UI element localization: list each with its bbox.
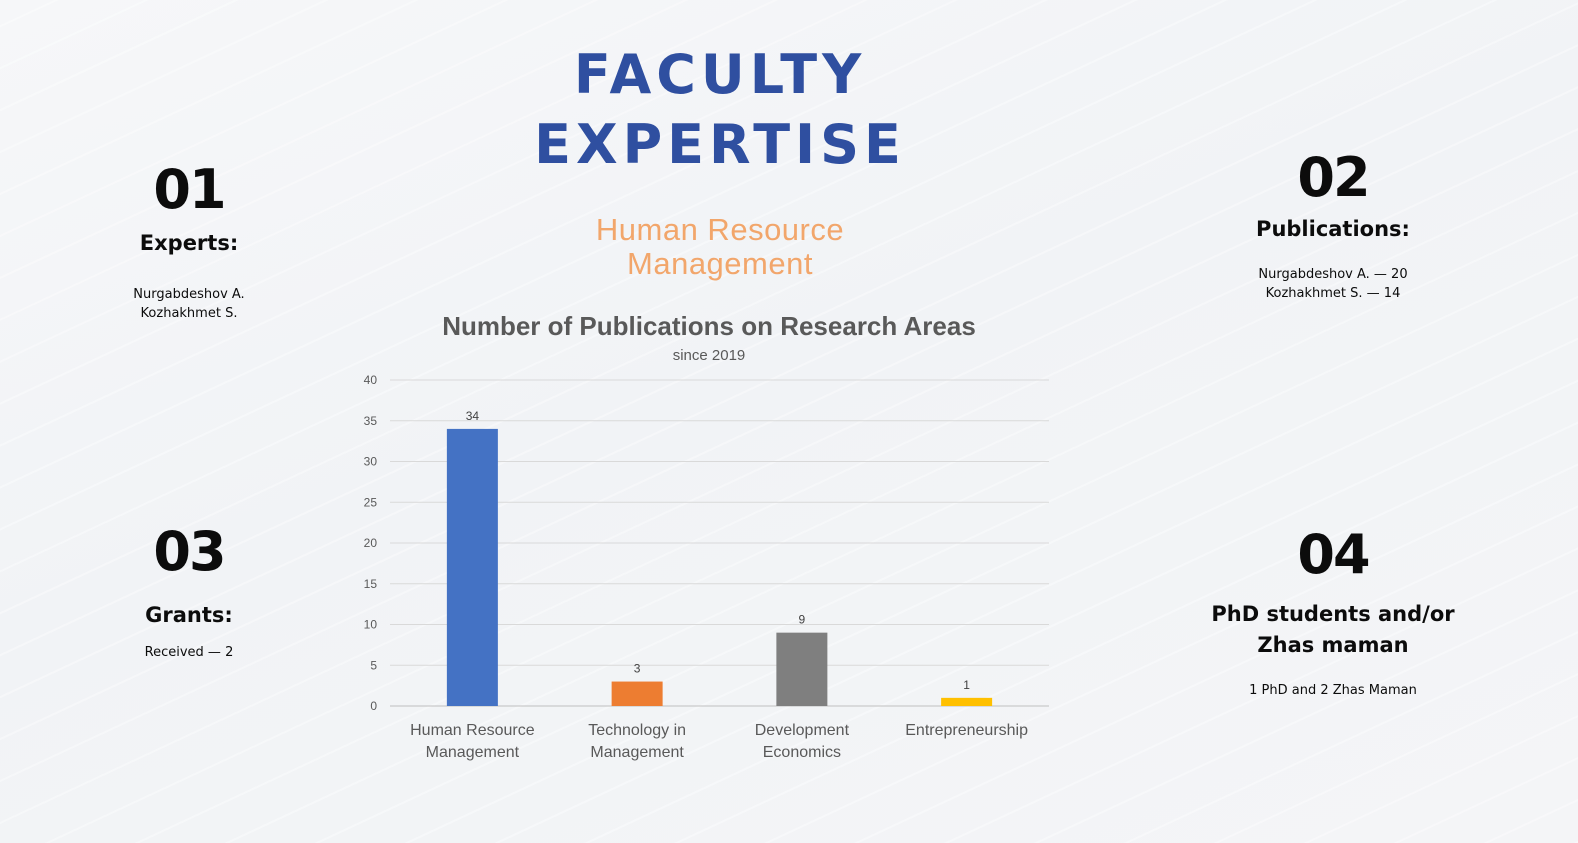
- stat-detail: Nurgabdeshov A. — 20 Kozhakhmet S. — 14: [1193, 265, 1473, 303]
- subtitle-line-1: Human Resource: [595, 212, 845, 247]
- stat-detail-line: Kozhakhmet S. — 14: [1265, 286, 1401, 301]
- y-tick-label: 35: [364, 414, 378, 428]
- stat-detail: Nurgabdeshov A. Kozhakhmet S.: [89, 285, 289, 323]
- bar: [611, 681, 663, 706]
- x-tick-label: Technology in: [588, 722, 686, 739]
- bar: [446, 428, 498, 706]
- stat-detail-line: Nurgabdeshov A. — 20: [1258, 267, 1408, 282]
- bar-value-label: 1: [963, 678, 970, 692]
- stat-detail-line: Received — 2: [144, 645, 234, 660]
- stat-label: Grants:: [145, 603, 233, 627]
- stat-number: 01: [153, 158, 226, 221]
- page-title: FACULTY EXPERTISE: [420, 40, 1020, 180]
- stat-label: Publications:: [1256, 217, 1410, 241]
- chart-subtitle: since 2019: [673, 347, 746, 364]
- stat-number: 04: [1297, 523, 1370, 586]
- subtitle-line-2: Management: [627, 246, 813, 281]
- bar: [941, 697, 993, 706]
- stat-phd-students: 04 PhD students and/or Zhas maman 1 PhD …: [1173, 525, 1493, 700]
- y-tick-label: 15: [364, 577, 378, 591]
- y-tick-label: 5: [370, 658, 377, 672]
- x-tick-label: Human Resource: [410, 722, 535, 739]
- bar: [776, 632, 828, 706]
- stat-label-line: Zhas maman: [1257, 633, 1409, 657]
- stat-detail-line: Kozhakhmet S.: [140, 306, 238, 321]
- y-tick-label: 20: [364, 536, 378, 550]
- chart-x-axis: Human Resource Management Technology in Man…: [410, 722, 1028, 761]
- x-tick-label: Economics: [763, 744, 841, 761]
- stat-grants: 03 Grants: Received — 2: [89, 522, 289, 662]
- y-tick-label: 10: [364, 618, 378, 632]
- stat-label: Experts:: [139, 231, 239, 255]
- x-tick-label: Management: [426, 744, 520, 761]
- chart-data-labels: 34 3 9 1: [466, 409, 971, 692]
- title-line-1: FACULTY: [573, 43, 867, 106]
- y-tick-label: 30: [364, 455, 378, 469]
- x-tick-label: Management: [590, 744, 684, 761]
- chart-title: Number of Publications on Research Areas: [442, 311, 976, 341]
- bar-value-label: 9: [799, 613, 806, 627]
- chart-gridlines: [390, 379, 1049, 707]
- y-tick-label: 0: [370, 699, 377, 713]
- stat-detail: Received — 2: [89, 643, 289, 662]
- stat-label-line: PhD students and/or: [1211, 602, 1455, 626]
- bar-value-label: 34: [466, 409, 480, 423]
- x-tick-label: Development: [755, 722, 850, 739]
- page-subtitle: Human Resource Management: [510, 213, 930, 281]
- y-tick-label: 40: [364, 373, 378, 387]
- stat-number: 03: [153, 520, 226, 583]
- chart-y-axis: 0 5 10 15 20 25 30 35 40: [364, 373, 378, 713]
- stat-detail: 1 PhD and 2 Zhas Maman: [1173, 681, 1493, 700]
- stat-number: 02: [1297, 146, 1370, 209]
- publications-bar-chart: Number of Publications on Research Areas…: [364, 311, 1049, 761]
- bar-value-label: 3: [634, 662, 641, 676]
- stat-experts: 01 Experts: Nurgabdeshov A. Kozhakhmet S…: [89, 160, 289, 323]
- stat-detail-line: Nurgabdeshov A.: [133, 287, 245, 302]
- chart-bars: [446, 428, 993, 706]
- title-line-2: EXPERTISE: [534, 113, 906, 176]
- y-tick-label: 25: [364, 495, 378, 509]
- stat-publications: 02 Publications: Nurgabdeshov A. — 20 Ko…: [1193, 148, 1473, 303]
- stat-label: PhD students and/or Zhas maman: [1173, 599, 1493, 661]
- stat-detail-line: 1 PhD and 2 Zhas Maman: [1249, 683, 1417, 698]
- x-tick-label: Entrepreneurship: [905, 722, 1028, 739]
